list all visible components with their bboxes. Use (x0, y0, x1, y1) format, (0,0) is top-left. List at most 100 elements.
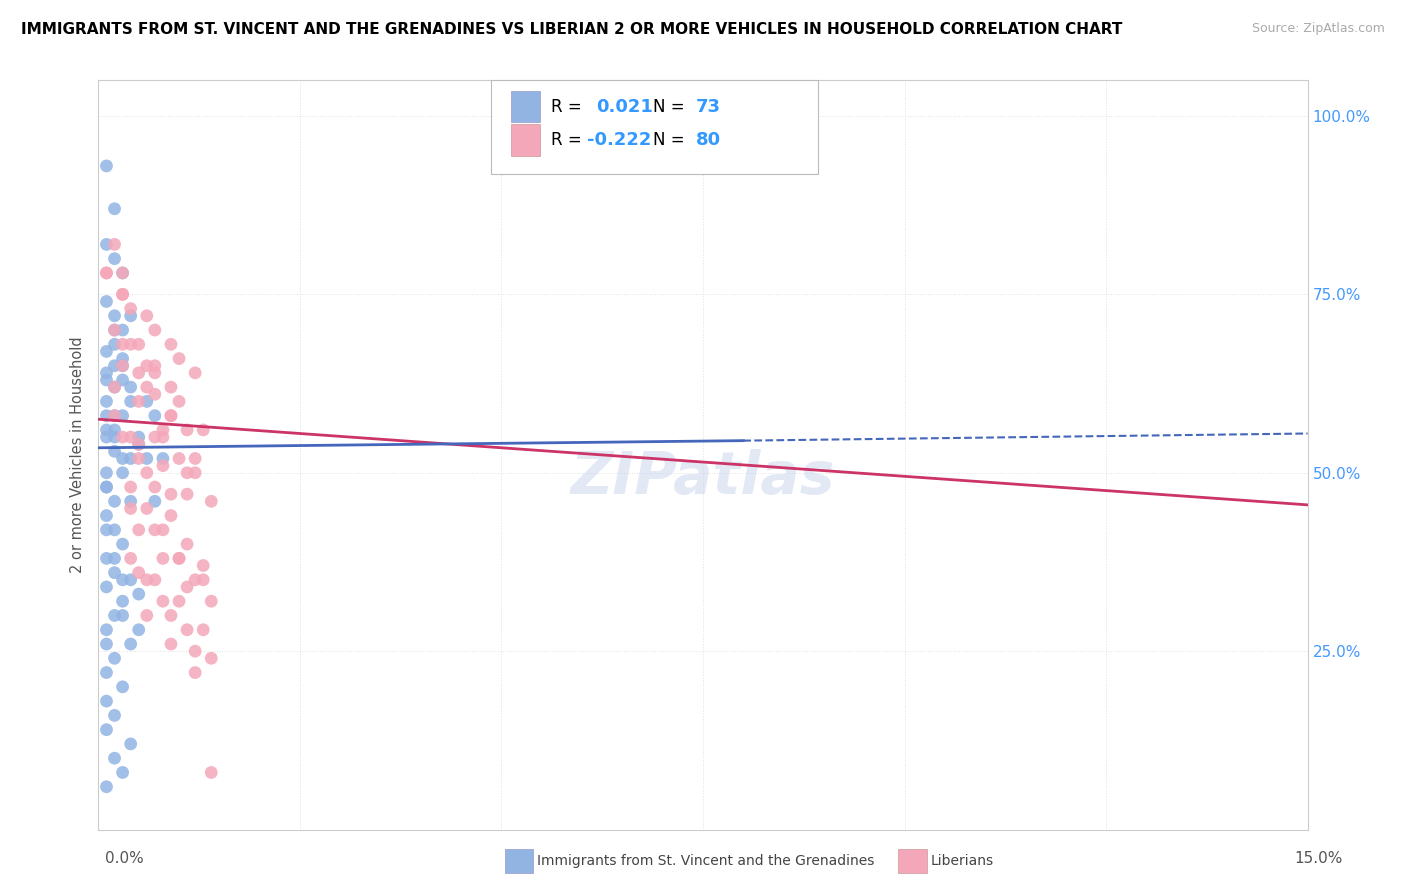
Point (167, 594, 190, 608)
Point (96, 551, 118, 566)
Point (103, 494, 125, 508)
Point (135, 501, 157, 516)
Point (184, 366, 207, 380)
Point (120, 501, 142, 516)
Point (103, 380, 125, 394)
Point (160, 409, 183, 423)
Point (143, 409, 166, 423)
Point (193, 423, 215, 437)
Point (184, 573, 207, 587)
Point (96, 159, 118, 173)
Point (111, 409, 134, 423)
Point (103, 430, 125, 444)
Point (96, 237, 118, 252)
Point (103, 252, 125, 266)
Point (120, 380, 142, 394)
Point (135, 608, 157, 623)
Point (167, 551, 190, 566)
Point (96, 394, 118, 409)
Text: Liberians: Liberians (931, 855, 994, 868)
Point (96, 480, 118, 494)
Point (96, 366, 118, 380)
Point (200, 594, 222, 608)
Text: IMMIGRANTS FROM ST. VINCENT AND THE GRENADINES VS LIBERIAN 2 OR MORE VEHICLES IN: IMMIGRANTS FROM ST. VINCENT AND THE GREN… (21, 22, 1122, 37)
Point (103, 523, 125, 537)
Point (128, 394, 150, 409)
Point (135, 394, 157, 409)
Point (96, 723, 118, 737)
Point (184, 644, 207, 658)
Point (96, 523, 118, 537)
Point (111, 266, 134, 280)
Point (152, 423, 174, 437)
Point (96, 266, 118, 280)
Point (96, 480, 118, 494)
Y-axis label: 2 or more Vehicles in Household: 2 or more Vehicles in Household (70, 336, 86, 574)
FancyBboxPatch shape (492, 80, 818, 174)
Point (193, 558, 215, 573)
Point (120, 430, 142, 444)
Point (152, 430, 174, 444)
Point (120, 551, 142, 566)
Text: 73: 73 (696, 97, 721, 115)
Point (96, 409, 118, 423)
Point (96, 637, 118, 651)
Point (111, 573, 134, 587)
Point (120, 394, 142, 409)
Point (103, 566, 125, 580)
Text: Source: ZipAtlas.com: Source: ZipAtlas.com (1251, 22, 1385, 36)
Point (103, 323, 125, 337)
Point (96, 294, 118, 309)
Point (176, 423, 198, 437)
Point (143, 323, 166, 337)
Point (167, 451, 190, 466)
Point (167, 394, 190, 409)
Point (184, 665, 207, 680)
Point (128, 437, 150, 451)
Point (135, 573, 157, 587)
Point (103, 202, 125, 216)
Point (128, 587, 150, 601)
Point (143, 523, 166, 537)
Point (184, 451, 207, 466)
Point (120, 573, 142, 587)
Point (111, 351, 134, 366)
Point (96, 466, 118, 480)
Text: R =: R = (551, 97, 582, 115)
Point (120, 737, 142, 751)
Point (103, 444, 125, 458)
Point (96, 580, 118, 594)
Point (143, 359, 166, 373)
Point (103, 237, 125, 252)
Point (143, 480, 166, 494)
Point (152, 458, 174, 473)
Text: Immigrants from St. Vincent and the Grenadines: Immigrants from St. Vincent and the Gren… (537, 855, 875, 868)
Point (111, 359, 134, 373)
Point (120, 337, 142, 351)
Text: 80: 80 (696, 131, 721, 149)
Point (200, 651, 222, 665)
Point (103, 409, 125, 423)
Point (96, 423, 118, 437)
Point (111, 430, 134, 444)
Point (160, 380, 183, 394)
Point (128, 337, 150, 351)
FancyBboxPatch shape (510, 125, 540, 156)
Text: N =: N = (654, 97, 685, 115)
Point (111, 287, 134, 301)
Point (111, 287, 134, 301)
Point (103, 337, 125, 351)
FancyBboxPatch shape (510, 91, 540, 122)
Point (128, 523, 150, 537)
Point (111, 359, 134, 373)
Point (128, 366, 150, 380)
Point (111, 680, 134, 694)
Point (152, 451, 174, 466)
Point (103, 423, 125, 437)
Point (103, 359, 125, 373)
Point (111, 323, 134, 337)
Point (184, 466, 207, 480)
Point (152, 523, 174, 537)
Point (103, 751, 125, 765)
Text: -0.222: -0.222 (586, 131, 651, 149)
